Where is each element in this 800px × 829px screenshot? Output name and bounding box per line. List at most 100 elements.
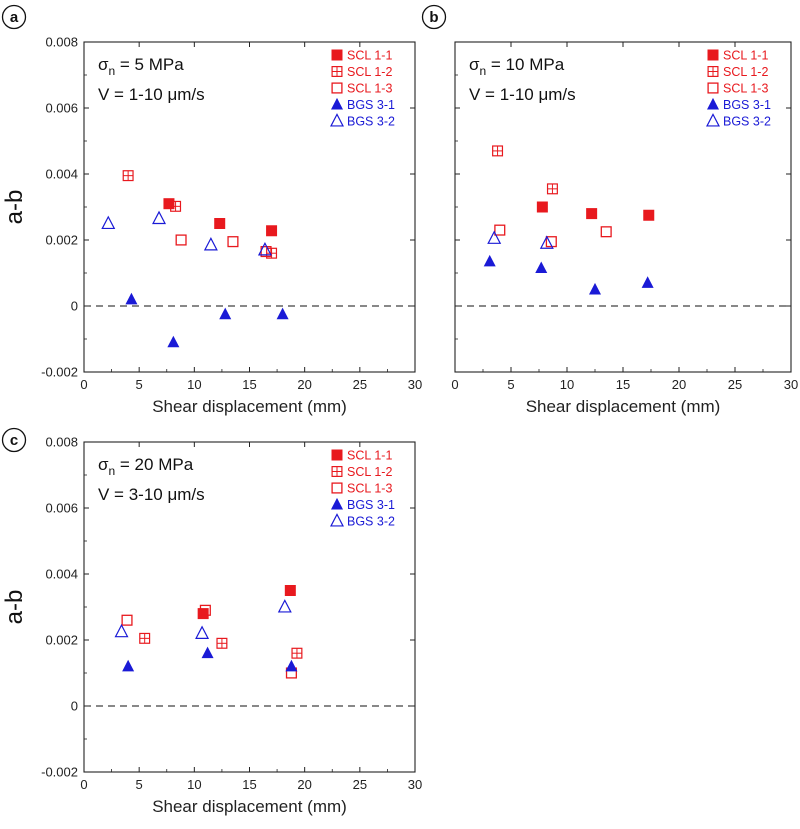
velocity-label: V = 1-10 μm/s	[469, 85, 576, 104]
legend-label-bgs32: BGS 3-2	[347, 515, 395, 529]
panel-label-circle	[1, 4, 27, 30]
data-point-scl13	[121, 614, 133, 626]
series-scl12	[122, 170, 278, 259]
y-axis-label: a-b	[1, 590, 28, 625]
normal-stress-label: σn = 10 MPa	[469, 55, 565, 78]
data-point-bgs32	[152, 210, 167, 225]
x-tick-label: 20	[297, 377, 311, 392]
series-scl11	[197, 585, 296, 620]
x-tick-label: 30	[408, 377, 422, 392]
panel-label-circle	[421, 4, 447, 30]
x-tick-label: 15	[616, 377, 630, 392]
data-point-bgs32	[101, 215, 116, 230]
legend-marker-bgs31	[707, 97, 719, 110]
legend-marker-bgs32	[330, 113, 344, 127]
y-tick-label: 0.008	[45, 435, 78, 450]
legend-marker-scl12	[707, 65, 719, 77]
x-axis-label: Shear displacement (mm)	[526, 397, 721, 416]
legend-label-bgs32: BGS 3-2	[723, 115, 771, 129]
legend-label-bgs31: BGS 3-1	[723, 98, 771, 112]
data-point-bgs31	[535, 261, 548, 273]
data-point-bgs32	[487, 230, 502, 244]
x-tick-label: 0	[80, 777, 87, 792]
y-tick-label: 0.004	[45, 167, 78, 182]
data-point-scl13	[227, 236, 239, 248]
y-tick-label: 0.006	[45, 501, 78, 516]
data-point-bgs32	[539, 235, 554, 249]
legend-label-scl11: SCL 1-1	[347, 449, 392, 463]
x-tick-label: 25	[728, 377, 742, 392]
data-point-bgs31	[276, 307, 289, 320]
legend-marker-bgs32	[706, 113, 720, 127]
panel-label: a	[10, 9, 19, 26]
normal-stress-label: σn = 5 MPa	[98, 55, 184, 78]
sigma-subscript: n	[480, 64, 487, 78]
series-scl12	[139, 632, 303, 659]
series-bgs31	[122, 646, 298, 672]
y-tick-label: 0.006	[45, 101, 78, 116]
chart-panel-c: c0 5 10 15 20 25 30-0.00200.0020.0040.0060.008…	[1, 427, 422, 816]
data-point-bgs31	[219, 307, 232, 320]
sigma-symbol: σ	[469, 55, 480, 74]
normal-stress-label: σn = 20 MPa	[98, 455, 194, 478]
data-point-bgs31	[285, 659, 298, 672]
series-scl11	[536, 201, 655, 221]
data-point-scl12	[122, 170, 134, 182]
series-scl13	[494, 224, 612, 248]
legend-label-scl13: SCL 1-3	[723, 82, 768, 96]
data-point-scl12	[546, 183, 558, 195]
panel-label-circle	[1, 427, 27, 453]
x-tick-label: 20	[672, 377, 686, 392]
y-tick-label: -0.002	[41, 365, 78, 380]
data-point-scl11	[163, 198, 175, 210]
x-axis-label: Shear displacement (mm)	[152, 797, 347, 816]
legend-label-scl13: SCL 1-3	[347, 82, 392, 96]
data-point-scl13	[600, 226, 612, 238]
y-tick-label: 0.002	[45, 233, 78, 248]
data-point-bgs31	[125, 292, 138, 305]
data-point-bgs31	[589, 282, 601, 295]
data-point-bgs32	[114, 623, 129, 638]
data-point-bgs31	[641, 276, 654, 288]
x-tick-label: 10	[187, 377, 201, 392]
chart-panel-b: b 0 5 10 15 20 25 30 Shear displacement (mm) σn =…	[421, 4, 798, 416]
normal-stress-value: = 5 MPa	[115, 55, 184, 74]
data-point-scl13	[199, 604, 211, 616]
legend-marker-scl11	[331, 449, 343, 461]
data-point-scl12	[170, 200, 182, 212]
x-tick-label: 5	[136, 377, 143, 392]
legend-marker-scl11	[331, 49, 343, 61]
data-point-scl11	[197, 608, 209, 620]
legend-marker-scl12	[331, 466, 343, 478]
data-point-scl11	[536, 201, 548, 213]
data-point-bgs32	[277, 599, 292, 613]
y-tick-label: 0.002	[45, 633, 78, 648]
panel-label: b	[429, 9, 438, 26]
series-bgs31	[125, 292, 289, 348]
x-tick-label: 20	[297, 777, 311, 792]
legend-label-bgs31: BGS 3-1	[347, 98, 395, 112]
legend-label-scl11: SCL 1-1	[723, 49, 768, 63]
legend-marker-scl13	[331, 482, 343, 494]
y-tick-label: -0.002	[41, 765, 78, 780]
data-point-scl12	[216, 637, 228, 649]
sigma-symbol: σ	[98, 455, 109, 474]
x-tick-label: 30	[408, 777, 422, 792]
data-point-scl13	[494, 224, 506, 236]
data-point-bgs31	[201, 646, 214, 659]
x-tick-label: 0	[451, 377, 458, 392]
x-axis-label: Shear displacement (mm)	[152, 397, 347, 416]
legend-label-scl12: SCL 1-2	[347, 465, 392, 479]
series-bgs32	[487, 230, 554, 249]
legend-label-bgs31: BGS 3-1	[347, 498, 395, 512]
y-tick-label: 0.008	[45, 35, 78, 50]
x-tick-label: 15	[242, 377, 256, 392]
x-tick-label: 5	[136, 777, 143, 792]
sigma-subscript: n	[109, 464, 116, 478]
y-tick-label: 0	[71, 699, 78, 714]
y-tick-label: 0	[71, 299, 78, 314]
legend-label-scl12: SCL 1-2	[347, 65, 392, 79]
legend-marker-scl12	[331, 65, 343, 77]
legend-label-scl12: SCL 1-2	[723, 65, 768, 79]
